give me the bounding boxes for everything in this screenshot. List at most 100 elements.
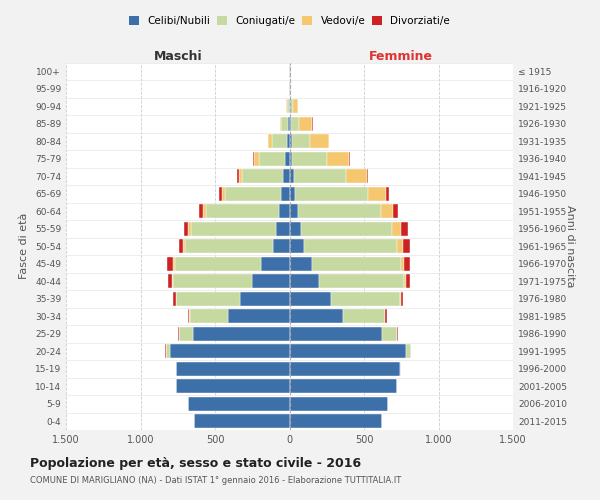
Bar xyxy=(261,257,290,270)
Bar xyxy=(219,187,222,200)
Bar xyxy=(290,240,304,253)
Bar xyxy=(401,222,408,235)
Bar xyxy=(290,344,406,358)
Bar xyxy=(183,240,185,253)
Bar xyxy=(290,380,397,393)
Bar xyxy=(400,362,401,376)
Bar xyxy=(301,222,392,235)
Bar xyxy=(276,222,290,235)
Bar xyxy=(273,240,290,253)
Bar xyxy=(222,187,224,200)
Bar xyxy=(319,274,404,288)
Text: Maschi: Maschi xyxy=(154,50,202,62)
Bar xyxy=(290,152,292,166)
Bar xyxy=(312,257,401,270)
Bar xyxy=(290,362,400,376)
Bar xyxy=(310,134,329,148)
Bar xyxy=(166,344,170,358)
Bar xyxy=(173,257,175,270)
Bar xyxy=(290,187,295,200)
Bar xyxy=(190,310,229,323)
Bar xyxy=(224,187,281,200)
Bar xyxy=(290,292,331,306)
Bar xyxy=(188,310,190,323)
Bar xyxy=(290,327,382,340)
Bar xyxy=(285,152,290,166)
Y-axis label: Fasce di età: Fasce di età xyxy=(19,213,29,280)
Bar xyxy=(290,222,301,235)
Bar xyxy=(170,344,290,358)
Bar xyxy=(400,292,401,306)
Bar xyxy=(279,204,290,218)
Bar xyxy=(397,327,398,340)
Bar xyxy=(404,257,410,270)
Bar xyxy=(290,397,388,410)
Y-axis label: Anni di nascita: Anni di nascita xyxy=(565,205,575,288)
Bar xyxy=(184,222,188,235)
Bar xyxy=(253,152,254,166)
Bar xyxy=(241,292,290,306)
Bar xyxy=(367,170,368,183)
Bar xyxy=(382,327,397,340)
Bar xyxy=(293,100,298,113)
Bar xyxy=(327,152,349,166)
Text: Popolazione per età, sesso e stato civile - 2016: Popolazione per età, sesso e stato civil… xyxy=(30,458,361,470)
Bar xyxy=(194,414,290,428)
Bar xyxy=(188,397,290,410)
Bar xyxy=(259,152,285,166)
Bar xyxy=(406,344,411,358)
Bar xyxy=(239,170,242,183)
Bar xyxy=(290,100,293,113)
Bar xyxy=(290,170,294,183)
Bar xyxy=(304,240,397,253)
Bar xyxy=(188,222,191,235)
Bar xyxy=(290,134,292,148)
Bar xyxy=(289,100,290,113)
Bar xyxy=(199,204,203,218)
Bar xyxy=(173,274,252,288)
Bar xyxy=(290,310,343,323)
Bar xyxy=(393,204,398,218)
Bar xyxy=(331,292,400,306)
Bar xyxy=(175,257,261,270)
Bar xyxy=(173,292,176,306)
Bar xyxy=(290,204,298,218)
Bar xyxy=(286,100,287,113)
Bar xyxy=(203,204,206,218)
Bar xyxy=(290,414,382,428)
Bar xyxy=(242,170,283,183)
Bar xyxy=(238,170,239,183)
Bar xyxy=(368,187,386,200)
Bar xyxy=(385,310,387,323)
Bar xyxy=(392,222,401,235)
Text: COMUNE DI MARIGLIANO (NA) - Dati ISTAT 1° gennaio 2016 - Elaborazione TUTTITALIA: COMUNE DI MARIGLIANO (NA) - Dati ISTAT 1… xyxy=(30,476,401,485)
Bar xyxy=(176,380,290,393)
Bar xyxy=(290,82,291,96)
Bar xyxy=(295,187,368,200)
Bar xyxy=(404,274,406,288)
Bar xyxy=(191,222,276,235)
Text: Femmine: Femmine xyxy=(369,50,433,62)
Bar xyxy=(403,240,410,253)
Bar xyxy=(176,362,290,376)
Bar xyxy=(287,134,290,148)
Bar xyxy=(172,274,173,288)
Bar xyxy=(254,152,259,166)
Bar xyxy=(252,274,290,288)
Bar xyxy=(401,292,403,306)
Bar xyxy=(167,274,172,288)
Bar xyxy=(346,170,367,183)
Bar xyxy=(290,117,299,130)
Bar xyxy=(401,257,404,270)
Bar xyxy=(290,257,312,270)
Bar xyxy=(292,152,327,166)
Bar xyxy=(381,204,393,218)
Bar xyxy=(287,100,289,113)
Bar xyxy=(229,310,290,323)
Bar xyxy=(281,117,288,130)
Bar xyxy=(386,187,389,200)
Bar xyxy=(406,274,410,288)
Bar xyxy=(298,204,381,218)
Bar xyxy=(292,134,310,148)
Bar xyxy=(178,327,179,340)
